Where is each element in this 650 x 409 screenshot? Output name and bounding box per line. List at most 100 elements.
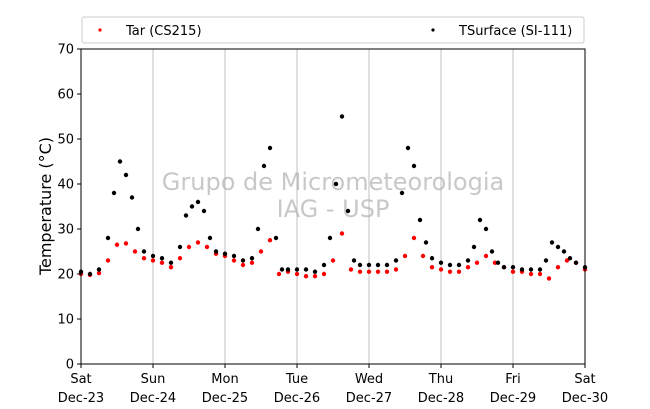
legend-marker-tsurface xyxy=(431,28,435,32)
data-point xyxy=(537,271,543,277)
data-point xyxy=(222,251,228,256)
data-point xyxy=(294,271,300,277)
data-point xyxy=(249,256,255,261)
data-point xyxy=(231,258,237,263)
data-point xyxy=(207,235,213,241)
data-point xyxy=(312,269,318,274)
legend-marker-tar xyxy=(98,28,102,32)
data-point xyxy=(258,249,264,254)
data-point xyxy=(348,267,354,272)
data-point xyxy=(417,217,423,223)
data-point xyxy=(519,267,525,272)
data-point xyxy=(465,265,471,270)
data-point xyxy=(231,253,237,259)
data-point xyxy=(117,159,123,164)
data-point xyxy=(327,235,333,241)
y-tick-label: 50 xyxy=(57,133,74,148)
data-point xyxy=(330,258,336,263)
data-point xyxy=(411,235,417,241)
data-point xyxy=(111,190,117,196)
data-point xyxy=(96,270,102,276)
data-point xyxy=(303,267,309,272)
data-point xyxy=(105,258,111,263)
data-point xyxy=(123,241,129,246)
data-point xyxy=(276,271,282,277)
data-point xyxy=(321,262,327,268)
data-point xyxy=(399,190,405,196)
x-tick-day: Wed xyxy=(355,372,383,387)
x-tick-day: Thu xyxy=(428,372,453,387)
data-point xyxy=(123,172,129,178)
data-point xyxy=(543,258,549,263)
data-point xyxy=(204,244,210,250)
data-point xyxy=(261,163,267,169)
data-point xyxy=(135,226,141,232)
data-point xyxy=(546,276,552,281)
data-point xyxy=(312,274,318,279)
data-point xyxy=(510,269,516,274)
data-point xyxy=(429,265,435,270)
data-point xyxy=(447,269,453,274)
y-tick-label: 60 xyxy=(57,88,74,103)
x-tick-date: Dec-30 xyxy=(562,391,608,406)
data-point xyxy=(510,265,516,270)
x-tick-date: Dec-27 xyxy=(346,391,392,406)
data-point xyxy=(555,265,561,270)
y-tick-label: 70 xyxy=(57,43,74,58)
data-point xyxy=(465,258,471,263)
y-tick-label: 20 xyxy=(57,268,74,283)
data-point xyxy=(564,258,570,263)
x-tick-day: Sat xyxy=(70,372,91,387)
data-point xyxy=(456,262,462,268)
data-point xyxy=(168,265,174,270)
data-point xyxy=(537,267,543,272)
data-point xyxy=(357,269,363,274)
data-point xyxy=(129,195,135,200)
x-tick-day: Tue xyxy=(285,372,308,387)
data-point xyxy=(249,260,255,265)
data-point xyxy=(189,204,195,209)
data-point xyxy=(501,265,507,270)
data-point xyxy=(561,249,567,254)
data-point xyxy=(357,262,363,268)
data-point xyxy=(483,226,489,232)
data-point xyxy=(150,253,156,259)
data-point xyxy=(555,244,561,250)
data-point xyxy=(303,274,309,279)
data-point xyxy=(255,226,261,232)
data-point xyxy=(366,269,372,274)
data-point xyxy=(528,271,534,277)
data-point xyxy=(267,238,273,243)
data-point xyxy=(294,267,300,272)
data-point xyxy=(240,262,246,268)
data-point xyxy=(141,256,147,261)
y-tick-label: 10 xyxy=(57,313,74,328)
x-tick-date: Dec-28 xyxy=(418,391,464,406)
data-point xyxy=(405,145,411,151)
data-point xyxy=(195,240,201,245)
x-tick-day: Sun xyxy=(141,372,166,387)
data-point xyxy=(267,145,273,151)
data-point xyxy=(393,267,399,272)
data-point xyxy=(447,262,453,268)
data-point xyxy=(573,260,579,265)
y-tick-label: 40 xyxy=(57,178,74,193)
data-point xyxy=(273,235,279,241)
data-point xyxy=(495,260,501,265)
watermark-line-1: Grupo de Micrometeorologia xyxy=(162,168,504,196)
data-point xyxy=(477,217,483,223)
data-point xyxy=(438,260,444,265)
y-tick-label: 30 xyxy=(57,223,74,238)
data-point xyxy=(285,267,291,272)
data-point xyxy=(423,240,429,245)
data-point xyxy=(339,231,345,236)
data-point xyxy=(384,269,390,274)
x-tick-date: Dec-29 xyxy=(490,391,536,406)
data-point xyxy=(177,256,183,261)
y-axis-label: Temperature (°C) xyxy=(36,137,55,276)
y-tick-label: 0 xyxy=(66,358,74,373)
data-point xyxy=(150,258,156,263)
data-point xyxy=(321,271,327,277)
data-point xyxy=(345,208,351,214)
